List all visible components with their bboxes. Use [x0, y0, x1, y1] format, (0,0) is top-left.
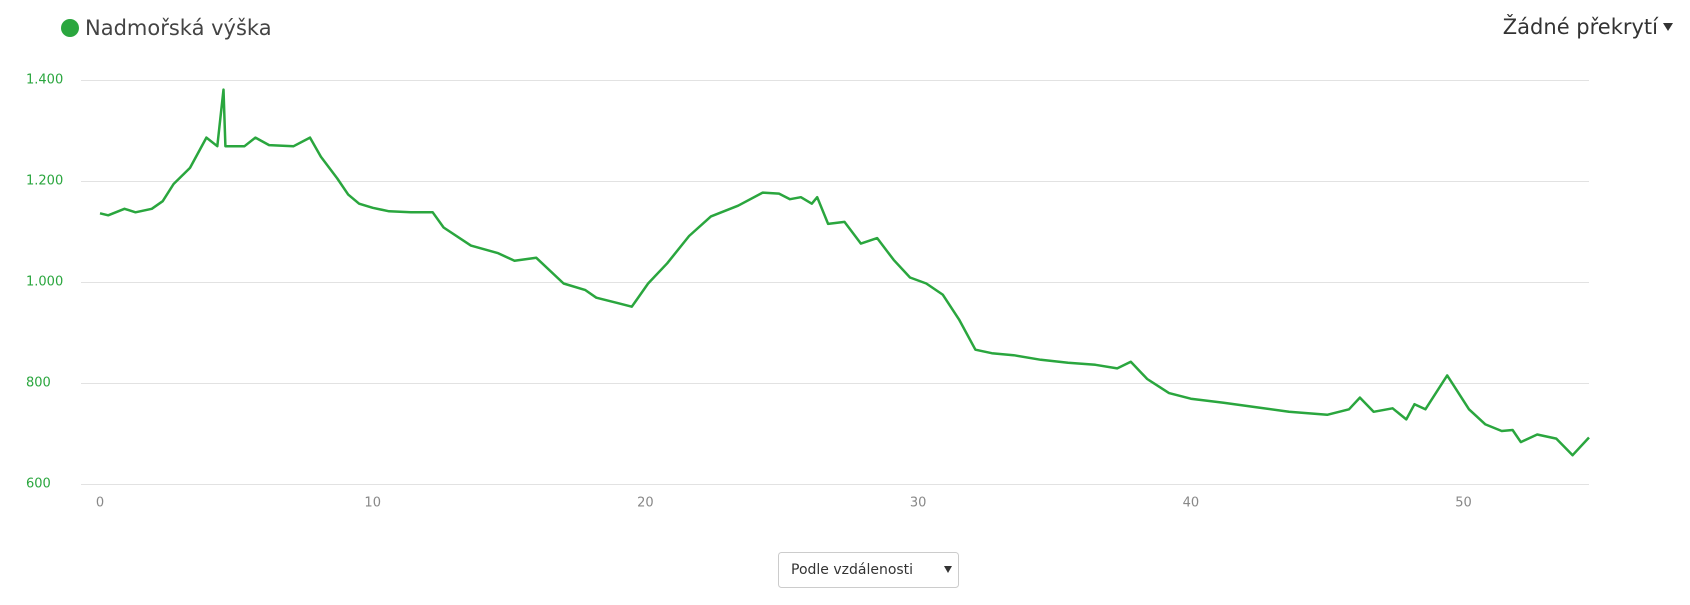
x-tick-label: 20	[637, 496, 654, 511]
y-tick-label: 800	[26, 376, 51, 391]
legend-marker	[61, 19, 79, 37]
dropdown-arrow[interactable]	[1663, 23, 1673, 31]
x-tick-label: 40	[1183, 496, 1200, 511]
elevation-line	[99, 88, 1590, 457]
x-tick-label: 10	[364, 496, 381, 511]
overlay-menu-label[interactable]: Žádné překrytí	[1503, 14, 1659, 39]
x-tick-label: 30	[910, 496, 927, 511]
legend-label: Nadmořská výška	[85, 16, 272, 40]
y-tick-label: 1.000	[26, 275, 63, 290]
select-box[interactable]	[778, 552, 959, 588]
x-tick-label: 50	[1455, 496, 1472, 511]
select-arrow[interactable]	[944, 566, 952, 573]
select-label[interactable]: Podle vzdálenosti	[791, 562, 913, 578]
sort-select[interactable]: Podle vzdálenosti	[778, 552, 959, 588]
x-tick-label: 0	[96, 496, 104, 511]
y-tick-label: 1.200	[26, 174, 63, 189]
y-tick-label: 600	[26, 477, 51, 492]
y-tick-label: 1.400	[26, 73, 63, 88]
overlay-menu[interactable]: Žádné překrytí	[1503, 14, 1673, 39]
